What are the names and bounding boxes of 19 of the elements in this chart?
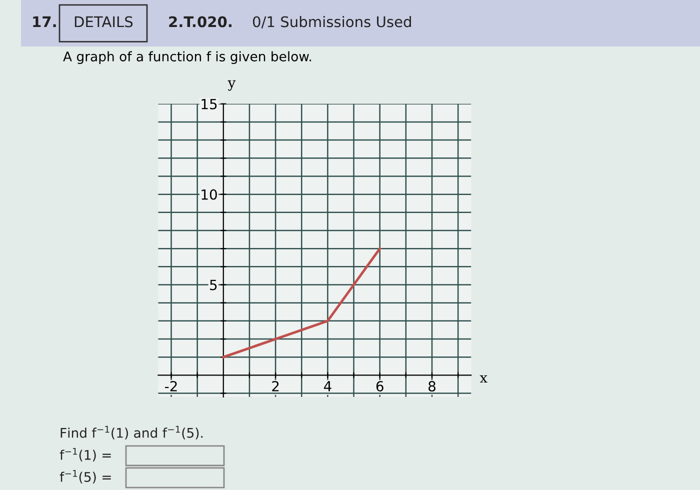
y-axis-title: y <box>228 80 236 91</box>
text: f$^{−1}$(1) = <box>60 448 111 462</box>
y-tick-label: 15 <box>202 99 217 110</box>
x-tick-label: 6 <box>376 380 384 392</box>
text: 0/1 Submissions Used <box>252 16 411 28</box>
x-tick-label: 4 <box>324 381 332 392</box>
line-series <box>222 247 382 358</box>
text: f$^{−1}$(5) = <box>60 470 111 484</box>
y-tick-label: 5 <box>210 280 217 290</box>
chart-title: A graph of a function f is given below. <box>63 51 312 64</box>
text: 2.T.020. <box>169 16 232 28</box>
x-tick-label: 2 <box>272 380 279 392</box>
x-tick-label: -2 <box>164 380 177 392</box>
y-tick-label: 10 <box>202 189 217 200</box>
x-tick-label: 8 <box>428 380 436 392</box>
text: 17. <box>33 16 56 28</box>
text: DETAILS <box>74 16 133 28</box>
text: Find f$^{−1}$(1) and f$^{−1}$(5). <box>60 426 203 440</box>
x-axis-title: x <box>480 375 488 383</box>
